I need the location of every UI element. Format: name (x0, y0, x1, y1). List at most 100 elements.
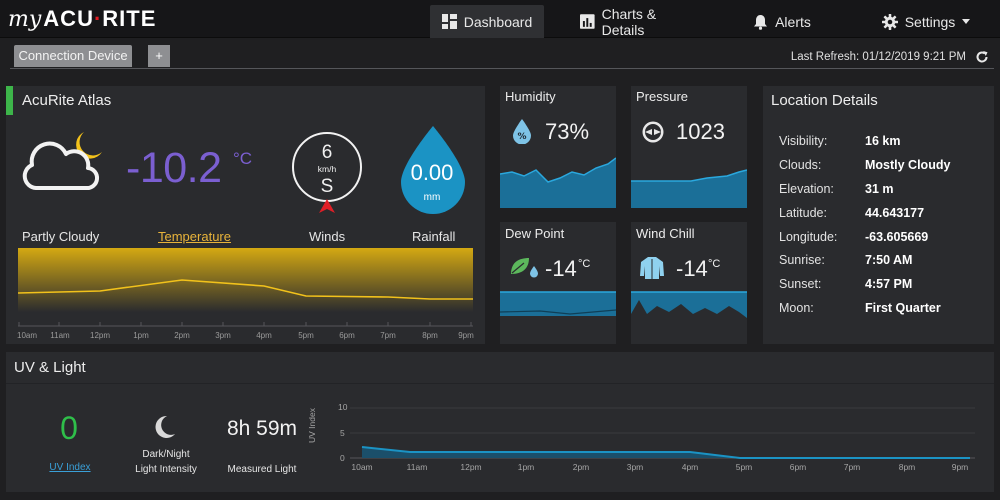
uv-line (361, 446, 970, 459)
pressure-sparkline (631, 169, 747, 208)
bar-chart-icon (580, 14, 595, 29)
wind-speed-unit: km/h (317, 164, 337, 174)
location-key: Longitude: (779, 230, 838, 244)
wind-chill-title: Wind Chill (636, 226, 695, 241)
location-value: First Quarter (865, 301, 941, 315)
winds-label: Winds (309, 229, 346, 244)
atlas-title: AcuRite Atlas (22, 92, 112, 109)
location-panel (763, 86, 994, 344)
light-intensity-label: Light Intensity (135, 464, 197, 475)
wind-direction-value: S (320, 176, 334, 197)
nav-dashboard[interactable]: Dashboard (430, 5, 544, 38)
location-value: Mostly Cloudy (865, 158, 951, 172)
refresh-icon[interactable] (975, 50, 989, 64)
uv-chart-x-tick: 7pm (843, 462, 861, 472)
nav-alerts-label: Alerts (775, 13, 811, 30)
rainfall-unit: mm (423, 192, 441, 203)
measured-light-label: Measured Light (227, 464, 297, 475)
rainfall-label: Rainfall (412, 229, 456, 244)
uv-chart-x-tick: 3pm (626, 462, 644, 472)
add-tab-button[interactable]: + (148, 45, 170, 67)
uv-index-value: 0 (60, 410, 78, 446)
nav-charts-label: Charts & Details (601, 5, 657, 38)
chevron-down-icon (962, 19, 971, 24)
uv-chart-x-tick: 1pm (517, 462, 535, 472)
pressure-value: 1023 (676, 119, 725, 144)
jacket-icon (640, 257, 664, 279)
location-key: Clouds: (779, 158, 822, 172)
chart-x-tick: 12pm (89, 331, 111, 340)
wind-chill-unit: °C (708, 258, 721, 270)
uv-light-panel (6, 352, 994, 492)
temperature-line (18, 279, 473, 300)
dew-point-sparkline (500, 291, 616, 316)
uv-chart-x-tick: 11am (406, 462, 428, 472)
pressure-gauge-icon (642, 121, 664, 143)
wind-chill-tile[interactable] (631, 222, 747, 344)
location-value: 16 km (865, 134, 901, 148)
location-value: 31 m (865, 182, 894, 196)
chart-x-tick: 10am (16, 331, 38, 340)
dew-point-value: -14 (545, 256, 577, 281)
location-key: Sunset: (779, 277, 822, 291)
uv-chart-y-label: UV Index (307, 408, 317, 443)
tab-connection-device[interactable]: Connection Device (14, 45, 132, 67)
location-value: 4:57 PM (865, 277, 913, 291)
uv-chart-x-tick: 6pm (789, 462, 807, 472)
nav-settings[interactable]: Settings (876, 5, 976, 38)
light-intensity-value: Dark/Night (142, 449, 190, 460)
temperature-link[interactable]: Temperature (158, 229, 231, 244)
partly-cloudy-icon (22, 132, 102, 191)
uv-chart-x-tick: 9pm (951, 462, 969, 472)
nav-alerts[interactable]: Alerts (742, 5, 822, 38)
dew-point-tile[interactable] (500, 222, 616, 344)
rain-drop-icon (401, 126, 465, 214)
uv-chart (350, 407, 975, 459)
dew-leaf-icon (511, 258, 538, 278)
dashboard-icon (441, 14, 457, 29)
chart-x-tick: 4pm (256, 331, 272, 340)
chart-x-tick: 7pm (380, 331, 396, 340)
temperature-value: -10.2 (126, 144, 222, 192)
uv-index-link[interactable]: UV Index (49, 462, 91, 473)
myacurite-logo[interactable]: my ACU·RITE (8, 6, 156, 32)
location-key: Moon: (779, 301, 814, 315)
nav-settings-label: Settings (904, 13, 956, 30)
chart-x-tick: 1pm (133, 331, 149, 340)
device-bar: Connection Device + Last Refresh: 01/12/… (0, 38, 1000, 70)
humidity-title: Humidity (505, 89, 556, 104)
location-value: 7:50 AM (865, 253, 913, 267)
chart-x-tick: 2pm (174, 331, 190, 340)
uv-chart-x-tick: 2pm (572, 462, 590, 472)
dew-point-title: Dew Point (505, 226, 565, 241)
location-value: -63.605669 (865, 230, 929, 244)
status-indicator (6, 86, 13, 115)
uv-chart-y-tick: 10 (338, 402, 348, 412)
rainfall-value: 0.00 (410, 160, 454, 185)
wind-chill-sparkline (631, 291, 747, 318)
temperature-chart (18, 248, 473, 327)
uv-chart-y-tick: 0 (340, 453, 345, 463)
logo-brand-a: ACU (43, 6, 94, 31)
uv-chart-x-tick: 12pm (460, 462, 482, 472)
uv-chart-x-tick: 5pm (735, 462, 753, 472)
condition-label: Partly Cloudy (22, 229, 100, 244)
logo-dot: · (93, 6, 103, 31)
bell-icon (754, 14, 768, 30)
uv-light-title: UV & Light (14, 359, 86, 376)
logo-my: my (8, 7, 42, 32)
measured-light-value: 8h 59m (226, 417, 298, 440)
chart-x-tick: 3pm (215, 331, 231, 340)
location-key: Elevation: (779, 182, 834, 196)
nav-charts[interactable]: Charts & Details (580, 5, 700, 38)
logo-brand: ACU·RITE (43, 6, 156, 32)
location-key: Latitude: (779, 206, 827, 220)
humidity-drop-icon: % (513, 119, 531, 144)
location-value: 44.643177 (865, 206, 925, 220)
top-nav: my ACU·RITE Dashboard Charts & Details A… (0, 0, 1000, 38)
uv-chart-x-tick: 4pm (681, 462, 699, 472)
uv-chart-y-tick: 5 (340, 428, 345, 438)
pressure-title: Pressure (636, 89, 689, 104)
location-key: Sunrise: (779, 253, 825, 267)
moon-icon (155, 415, 175, 438)
